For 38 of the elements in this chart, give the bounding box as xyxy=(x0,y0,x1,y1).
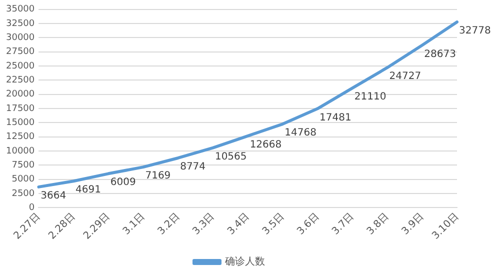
y-tick-label: 5000 xyxy=(12,174,35,185)
data-label: 32778 xyxy=(459,26,491,37)
y-tick-label: 7500 xyxy=(12,160,35,171)
y-tick-label: 15000 xyxy=(6,118,35,128)
x-tick-label: 3.6日 xyxy=(295,211,322,238)
y-tick-label: 12500 xyxy=(6,132,35,142)
x-tick-label: 3.8日 xyxy=(365,211,392,238)
data-label: 3664 xyxy=(40,190,66,202)
x-tick-label: 3.2日 xyxy=(156,211,182,238)
y-tick-label: 2500 xyxy=(12,188,35,199)
y-tick-label: 30000 xyxy=(6,33,35,44)
y-tick-label: 25000 xyxy=(6,61,35,72)
data-label: 17481 xyxy=(320,112,352,124)
y-tick-label: 17500 xyxy=(6,104,35,114)
data-label: 6009 xyxy=(110,177,136,188)
x-tick-label: 3.5日 xyxy=(260,211,287,238)
x-tick-label: 3.9日 xyxy=(400,211,426,238)
y-tick-label: 20000 xyxy=(6,90,35,100)
y-tick-label: 32500 xyxy=(6,18,35,29)
data-label: 10565 xyxy=(214,151,247,162)
x-tick-label: 3.4日 xyxy=(226,211,252,238)
data-label: 12668 xyxy=(250,140,282,151)
y-tick-label: 0 xyxy=(28,203,35,214)
y-tick-label: 27500 xyxy=(6,47,35,58)
x-tick-label: 3.7日 xyxy=(330,211,356,238)
y-tick-label: 35000 xyxy=(6,4,35,15)
x-tick-label: 3.1日 xyxy=(121,211,148,238)
data-label: 8774 xyxy=(180,162,206,173)
data-label: 4691 xyxy=(75,184,101,196)
x-tick-label: 3.3日 xyxy=(190,211,217,238)
data-label: 24727 xyxy=(389,71,422,82)
data-label: 14768 xyxy=(284,128,316,139)
y-tick-label: 10000 xyxy=(6,146,35,156)
data-label: 21110 xyxy=(354,92,386,103)
y-tick-label: 22500 xyxy=(6,76,35,86)
legend-label: 确诊人数 xyxy=(224,256,265,268)
data-label: 7169 xyxy=(145,170,171,182)
data-label: 28673 xyxy=(424,48,456,60)
